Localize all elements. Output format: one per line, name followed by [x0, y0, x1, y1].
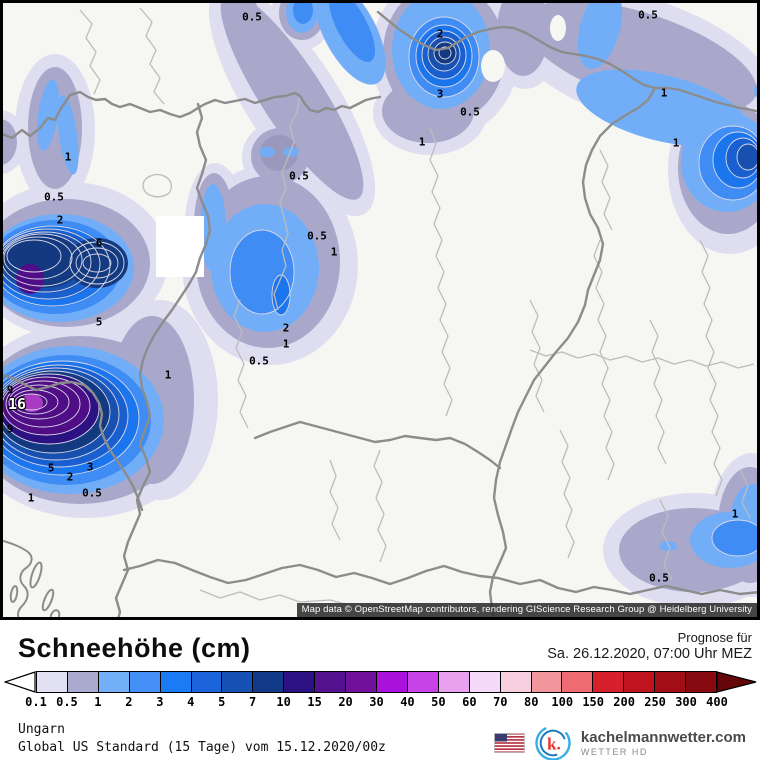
legend-tick-label: 10 [276, 695, 291, 709]
clear-patch [550, 15, 566, 41]
legend-cell [624, 672, 656, 692]
brand-name: kachelmannwetter.com [580, 729, 746, 746]
legend-tick-label: 1 [94, 695, 102, 709]
legend-cell [129, 672, 161, 692]
legend-cell [37, 672, 68, 692]
legend-tick-label: 3 [156, 695, 164, 709]
snow-depth-map: 0.5 2 0.5 3 0.5 1 1 0.5 0.5 2 6 0.5 1 1 … [0, 0, 760, 620]
forecast-datetime: Sa. 26.12.2020, 07:00 Uhr MEZ [547, 646, 752, 662]
missing-data-rect [156, 216, 204, 277]
legend-cell [686, 672, 716, 692]
forecast-label: Prognose für [677, 630, 752, 645]
legend-tick-label: 80 [524, 695, 539, 709]
legend-tick-label: 0.5 [56, 695, 78, 709]
color-scale-cells [36, 671, 717, 693]
legend-tick-label: 30 [369, 695, 384, 709]
color-scale [4, 671, 757, 693]
forecast-valid-time: Prognose für Sa. 26.12.2020, 07:00 Uhr M… [547, 630, 752, 662]
legend-tick-label: 150 [582, 695, 605, 709]
legend-tick-label: 15 [307, 695, 322, 709]
overflow-arrow [717, 671, 757, 693]
region-borders [79, 7, 755, 611]
brand-block: k. kachelmannwetter.com WETTER HD [493, 724, 746, 760]
legend-cell [593, 672, 625, 692]
kachelmann-logo-icon: k. [535, 725, 571, 760]
region-name: Ungarn [18, 722, 65, 737]
legend-tick-label: 100 [551, 695, 574, 709]
contour-peak-spot [21, 394, 43, 412]
legend-cell [438, 672, 470, 692]
legend-cell [315, 672, 347, 692]
clear-patch [481, 50, 505, 82]
map-frame [0, 0, 760, 620]
legend-cell [407, 672, 439, 692]
legend-cell [67, 672, 99, 692]
country-borders [0, 10, 760, 620]
legend-tick-label: 50 [431, 695, 446, 709]
legend-cell [376, 672, 408, 692]
map-attribution: Map data © OpenStreetMap contributors, r… [296, 603, 757, 617]
legend-cell [222, 672, 254, 692]
legend-tick-label: 7 [249, 695, 257, 709]
isolines [0, 16, 760, 557]
page-title: Schneehöhe (cm) [18, 633, 251, 663]
legend-tick-label: 40 [400, 695, 415, 709]
legend-tick-label: 20 [338, 695, 353, 709]
brand-subtitle: WETTER HD [580, 747, 648, 757]
legend-cell [284, 672, 316, 692]
legend-cell [655, 672, 687, 692]
us-flag-icon [493, 733, 525, 753]
legend-tick-label: 250 [644, 695, 666, 709]
legend-tick-label: 5 [218, 695, 226, 709]
legend-cell [469, 672, 501, 692]
legend-tick-label: 400 [706, 695, 728, 709]
legend-cell [531, 672, 563, 692]
brand-text: kachelmannwetter.com WETTER HD [581, 729, 746, 757]
legend-tick-label: 70 [493, 695, 508, 709]
legend-tick-label: 2 [125, 695, 133, 709]
underflow-wedge [4, 671, 36, 693]
legend-cell [500, 672, 532, 692]
legend-tick-label: 300 [675, 695, 697, 709]
legend-cell [98, 672, 130, 692]
legend-tick-label: 200 [613, 695, 635, 709]
legend-cell [562, 672, 594, 692]
legend-cell [346, 672, 377, 692]
legend-cell [160, 672, 192, 692]
legend-tick-label: 0.1 [25, 695, 47, 709]
legend-tick-label: 60 [462, 695, 477, 709]
logo-letter: k. [547, 735, 561, 754]
map-canvas [0, 0, 760, 620]
legend-cell [191, 672, 223, 692]
model-run-info: Global US Standard (15 Tage) vom 15.12.2… [18, 740, 386, 755]
legend-tick-label: 4 [187, 695, 195, 709]
legend-cell [253, 672, 285, 692]
color-scale-ticks: 0.1 0.5 1 2 3 4 5 7 10 15 20 30 40 50 60… [25, 695, 728, 711]
